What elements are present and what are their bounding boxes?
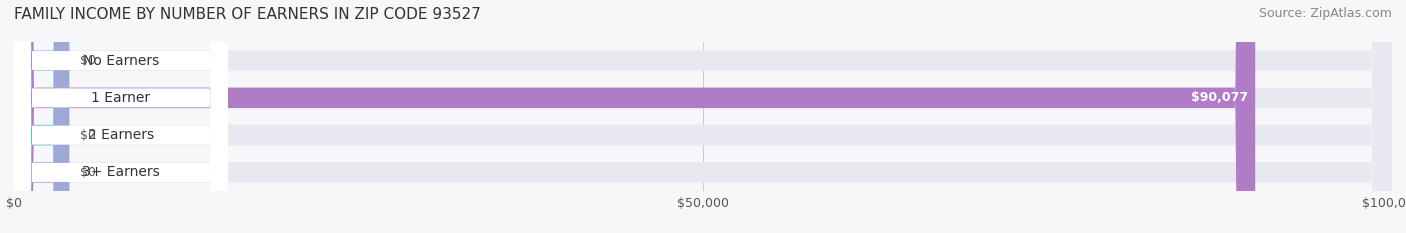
Text: 1 Earner: 1 Earner [91, 91, 150, 105]
FancyBboxPatch shape [14, 0, 1256, 233]
Text: $0: $0 [80, 54, 96, 67]
Text: $0: $0 [80, 129, 96, 142]
FancyBboxPatch shape [14, 0, 228, 233]
FancyBboxPatch shape [14, 0, 1392, 233]
Text: No Earners: No Earners [83, 54, 159, 68]
FancyBboxPatch shape [14, 0, 1392, 233]
FancyBboxPatch shape [14, 0, 69, 233]
FancyBboxPatch shape [14, 0, 69, 233]
Text: 2 Earners: 2 Earners [87, 128, 153, 142]
Text: $0: $0 [80, 166, 96, 179]
Text: FAMILY INCOME BY NUMBER OF EARNERS IN ZIP CODE 93527: FAMILY INCOME BY NUMBER OF EARNERS IN ZI… [14, 7, 481, 22]
Text: Source: ZipAtlas.com: Source: ZipAtlas.com [1258, 7, 1392, 20]
FancyBboxPatch shape [14, 0, 228, 233]
FancyBboxPatch shape [14, 0, 1392, 233]
FancyBboxPatch shape [14, 0, 228, 233]
FancyBboxPatch shape [14, 0, 1392, 233]
Text: $90,077: $90,077 [1191, 91, 1249, 104]
Text: 3+ Earners: 3+ Earners [82, 165, 160, 179]
FancyBboxPatch shape [14, 0, 228, 233]
FancyBboxPatch shape [14, 0, 69, 233]
